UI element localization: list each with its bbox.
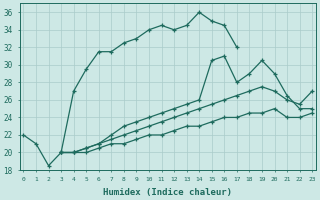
X-axis label: Humidex (Indice chaleur): Humidex (Indice chaleur) [103, 188, 232, 197]
